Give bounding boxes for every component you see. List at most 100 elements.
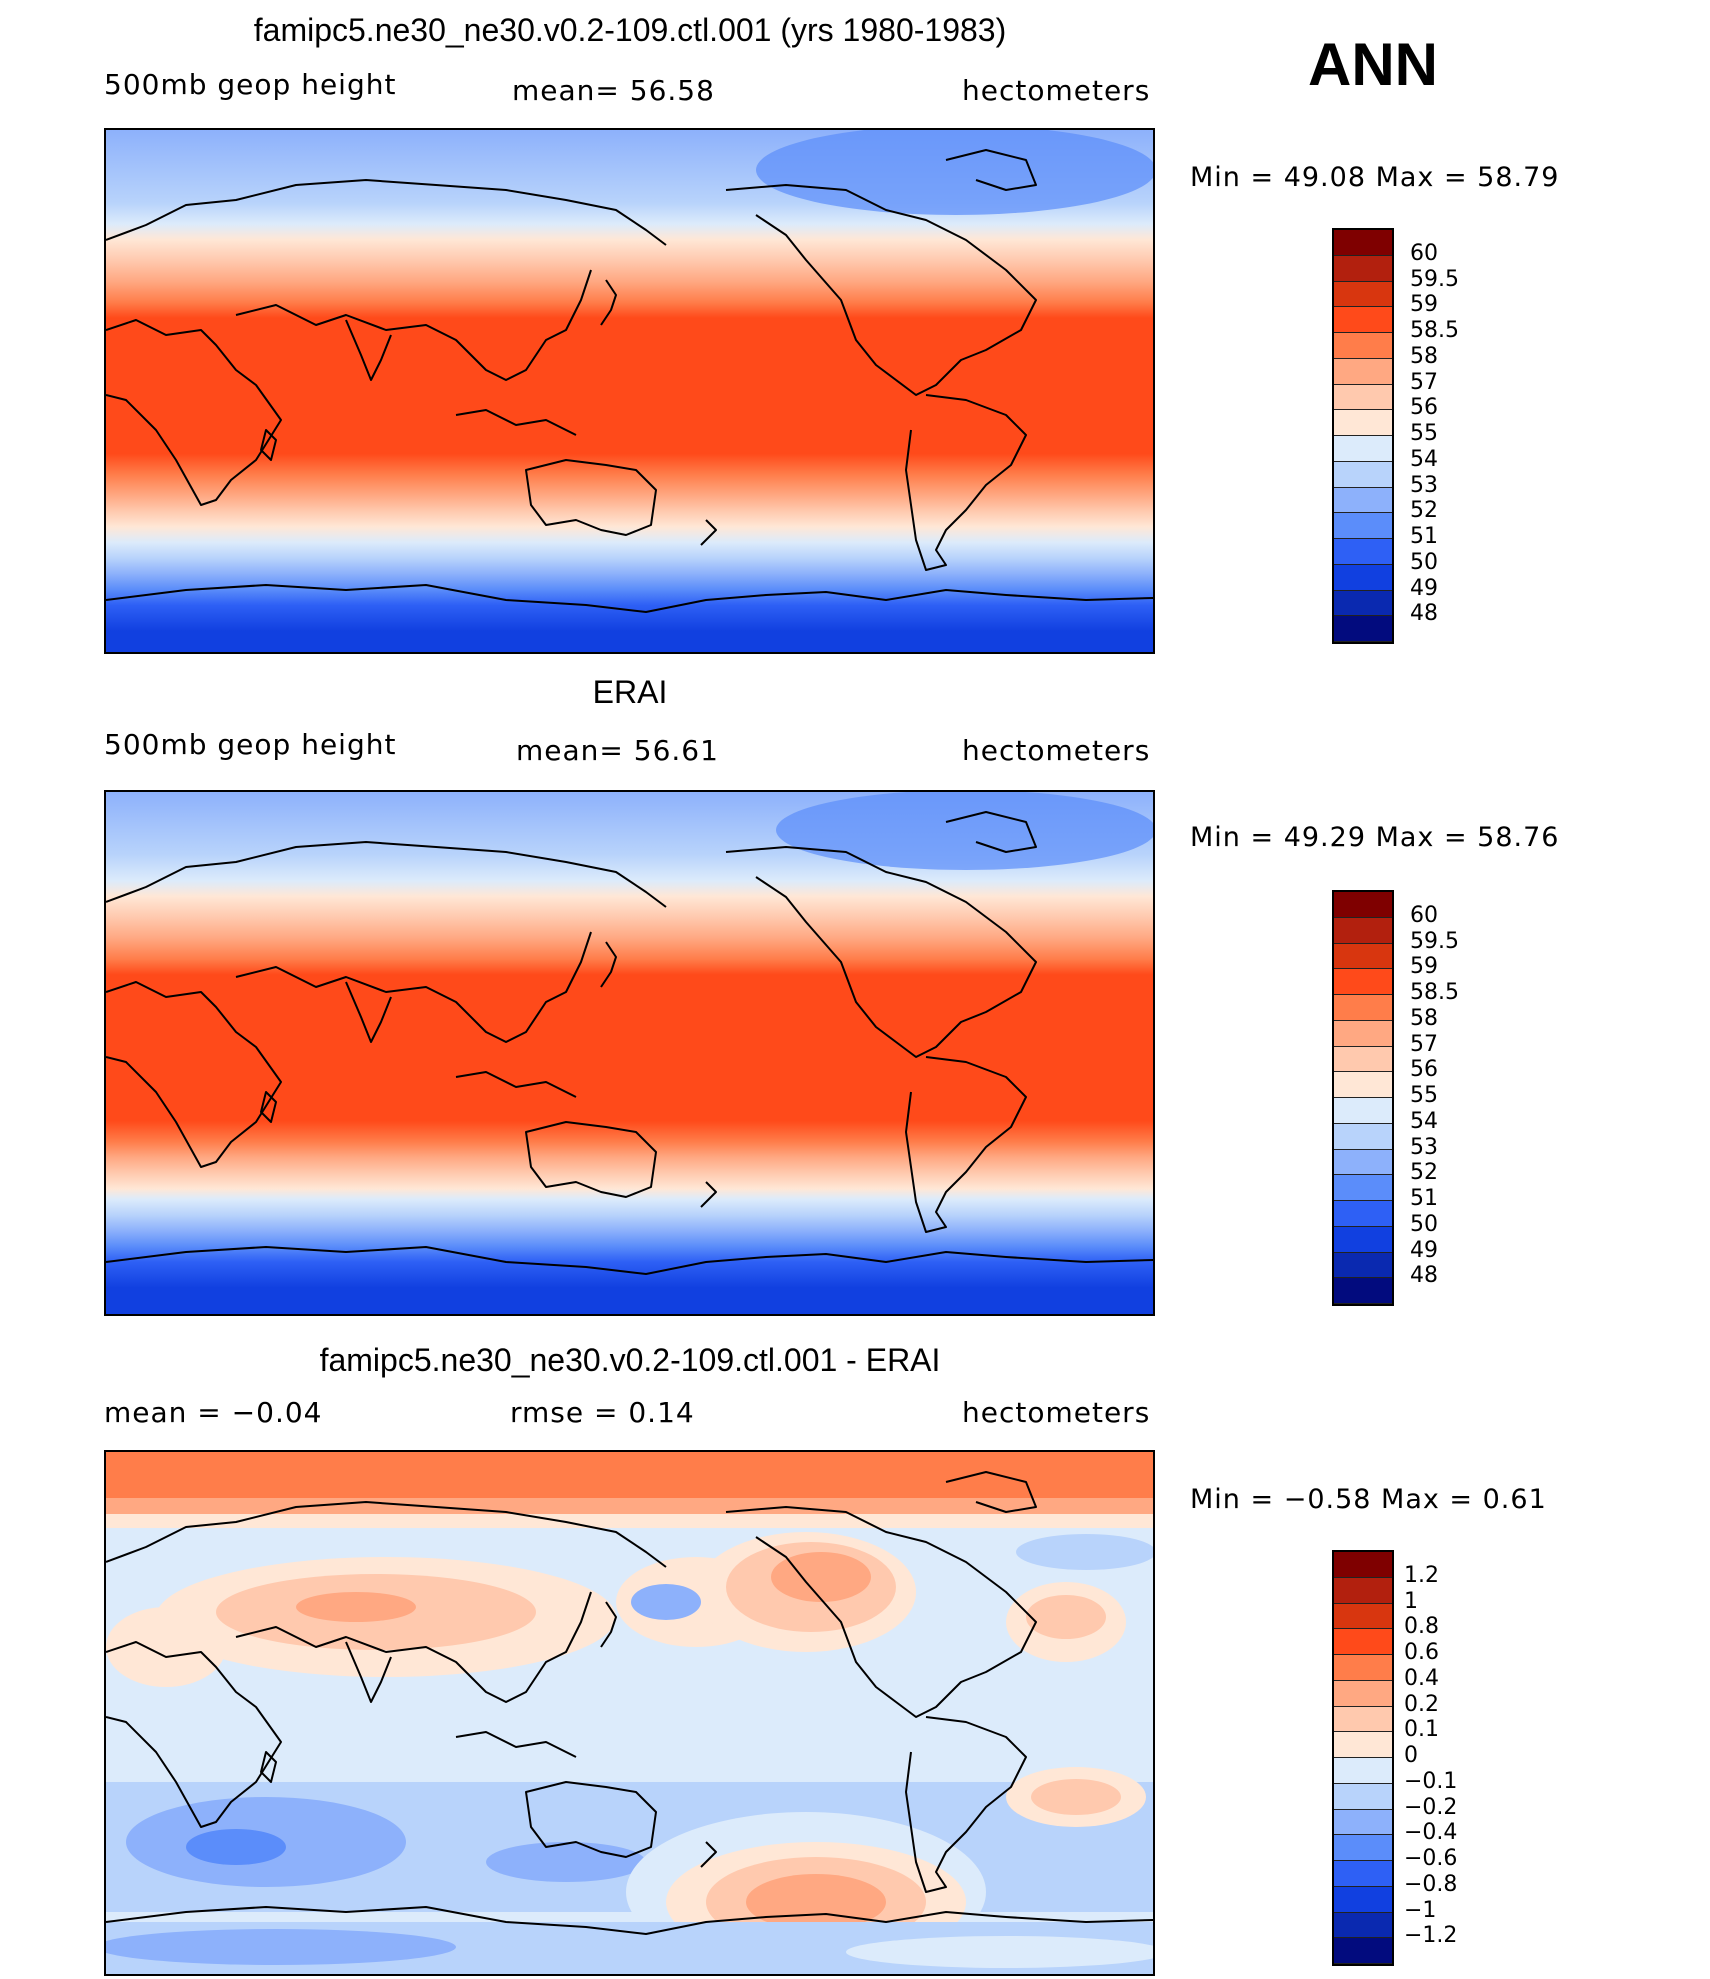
colorbar-swatch [1334, 1046, 1392, 1073]
colorbar-swatch [1334, 969, 1392, 995]
panel-model-minmax: Min = 49.08 Max = 58.79 [1190, 162, 1560, 193]
panel-diff-map [104, 1450, 1155, 1976]
colorbar-tick-label: 1.2 [1404, 1562, 1439, 1588]
colorbar-tick-label: 0 [1404, 1743, 1418, 1768]
colorbar-swatch [1334, 1732, 1392, 1758]
panel-model-variable-label: 500mb geop height [104, 68, 397, 101]
colorbar-swatch [1334, 255, 1392, 282]
colorbar-swatch [1334, 1252, 1392, 1279]
colorbar-swatch [1334, 1149, 1392, 1176]
colorbar-swatch [1334, 1072, 1392, 1098]
colorbar-tick-label: 53 [1410, 1134, 1438, 1160]
colorbar-swatch [1334, 539, 1392, 565]
colorbar-tick-label: 55 [1410, 421, 1438, 446]
colorbar-tick-label: 51 [1410, 1186, 1438, 1211]
colorbar-tick-label: 54 [1410, 446, 1438, 472]
colorbar-tick-label: 58.5 [1410, 980, 1459, 1005]
panel-obs-title: ERAI [592, 674, 668, 710]
colorbar-swatch [1334, 616, 1392, 642]
colorbar-tick-label: 0.8 [1404, 1614, 1439, 1640]
colorbar-tick-label: 58 [1410, 1005, 1438, 1031]
colorbar-tick-label: −0.4 [1404, 1820, 1458, 1846]
panel-obs-mean-label: mean= 56.61 [516, 734, 719, 767]
colorbar-swatch [1334, 1886, 1392, 1913]
colorbar-tick-label: 60 [1410, 240, 1438, 266]
colorbar-tick-label: 58 [1410, 343, 1438, 369]
colorbar-swatch [1334, 1655, 1392, 1681]
panel-diff-title: famipc5.ne30_ne30.v0.2-109.ctl.001 - ERA… [319, 1342, 941, 1378]
colorbar-swatch [1334, 358, 1392, 385]
colorbar-swatch [1334, 917, 1392, 944]
colorbar-tick-label: 57 [1410, 369, 1438, 395]
colorbar-tick-label: 1 [1404, 1588, 1418, 1614]
colorbar-tick-label: 53 [1410, 472, 1438, 498]
colorbar-tick-label: −0.1 [1404, 1768, 1458, 1794]
colorbar-swatch [1334, 1226, 1392, 1253]
colorbar-tick-label: 56 [1410, 395, 1438, 421]
colorbar-tick-label: 0.2 [1404, 1691, 1439, 1717]
colorbar-swatch [1334, 1278, 1392, 1304]
colorbar-tick-label: 51 [1410, 524, 1438, 549]
colorbar-swatch [1334, 590, 1392, 617]
colorbar-swatch [1334, 410, 1392, 436]
panel-model-mean-label: mean= 56.58 [512, 74, 715, 107]
panel-diff-colorbar [1332, 1550, 1394, 1966]
colorbar-tick-label: 48 [1410, 1263, 1438, 1289]
colorbar-swatch [1334, 1835, 1392, 1861]
colorbar-swatch [1334, 384, 1392, 411]
difference-contours [106, 1452, 1153, 1974]
colorbar-tick-label: 59.5 [1410, 266, 1459, 292]
colorbar-swatch [1334, 1098, 1392, 1124]
colorbar-tick-label: 60 [1410, 902, 1438, 928]
panel-model-colorbar [1332, 228, 1394, 644]
colorbar-tick-label: 59.5 [1410, 928, 1459, 954]
panel-model-title: famipc5.ne30_ne30.v0.2-109.ctl.001 (yrs … [253, 12, 1007, 48]
colorbar-swatch [1334, 1706, 1392, 1733]
colorbar-swatch [1334, 307, 1392, 333]
colorbar-tick-label: −1.2 [1404, 1923, 1458, 1949]
polar-low-contour [776, 792, 1153, 870]
colorbar-swatch [1334, 281, 1392, 308]
colorbar-tick-label: 49 [1410, 1237, 1438, 1263]
colorbar-swatch [1334, 564, 1392, 591]
colorbar-tick-label: 58.5 [1410, 318, 1459, 343]
colorbar-swatch [1334, 487, 1392, 514]
colorbar-swatch [1334, 1552, 1392, 1578]
panel-obs-colorbar [1332, 890, 1394, 1306]
panel-model-units-label: hectometers [962, 74, 1151, 107]
colorbar-tick-label: 59 [1410, 292, 1438, 318]
colorbar-swatch [1334, 1020, 1392, 1047]
colorbar-swatch [1334, 1577, 1392, 1604]
colorbar-tick-label: 56 [1410, 1057, 1438, 1083]
panel-obs-units-label: hectometers [962, 734, 1151, 767]
colorbar-tick-label: 57 [1410, 1031, 1438, 1057]
colorbar-swatch [1334, 1175, 1392, 1201]
geopotential-height-field [106, 130, 1153, 652]
colorbar-tick-label: −0.6 [1404, 1846, 1458, 1871]
panel-obs-minmax: Min = 49.29 Max = 58.76 [1190, 822, 1560, 853]
colorbar-swatch [1334, 513, 1392, 539]
colorbar-swatch [1334, 1912, 1392, 1939]
panel-diff-units-label: hectometers [962, 1396, 1151, 1429]
colorbar-swatch [1334, 1783, 1392, 1810]
panel-diff-mean-label: mean = −0.04 [104, 1396, 323, 1429]
colorbar-swatch [1334, 1201, 1392, 1227]
colorbar-tick-label: −0.2 [1404, 1794, 1458, 1820]
panel-diff-minmax: Min = −0.58 Max = 0.61 [1190, 1484, 1547, 1515]
colorbar-tick-label: 50 [1410, 1211, 1438, 1237]
colorbar-swatch [1334, 461, 1392, 488]
colorbar-tick-label: −1 [1404, 1897, 1437, 1923]
colorbar-tick-label: 0.4 [1404, 1665, 1439, 1691]
colorbar-swatch [1334, 995, 1392, 1021]
colorbar-tick-label: 54 [1410, 1108, 1438, 1134]
colorbar-tick-label: 55 [1410, 1083, 1438, 1108]
colorbar-swatch [1334, 333, 1392, 359]
panel-model-map [104, 128, 1155, 654]
colorbar-swatch [1334, 1809, 1392, 1836]
panel-obs-map [104, 790, 1155, 1316]
colorbar-swatch [1334, 1603, 1392, 1630]
colorbar-swatch [1334, 892, 1392, 918]
geopotential-height-field [106, 792, 1153, 1314]
colorbar-tick-label: 0.1 [1404, 1717, 1439, 1743]
colorbar-swatch [1334, 1861, 1392, 1887]
